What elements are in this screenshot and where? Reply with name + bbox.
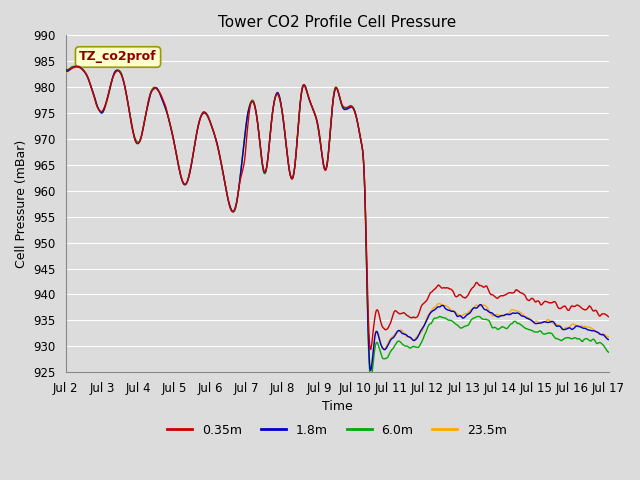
Text: TZ_co2prof: TZ_co2prof (79, 50, 157, 63)
Y-axis label: Cell Pressure (mBar): Cell Pressure (mBar) (15, 140, 28, 268)
Legend: 0.35m, 1.8m, 6.0m, 23.5m: 0.35m, 1.8m, 6.0m, 23.5m (162, 419, 512, 442)
X-axis label: Time: Time (322, 400, 353, 413)
Title: Tower CO2 Profile Cell Pressure: Tower CO2 Profile Cell Pressure (218, 15, 456, 30)
